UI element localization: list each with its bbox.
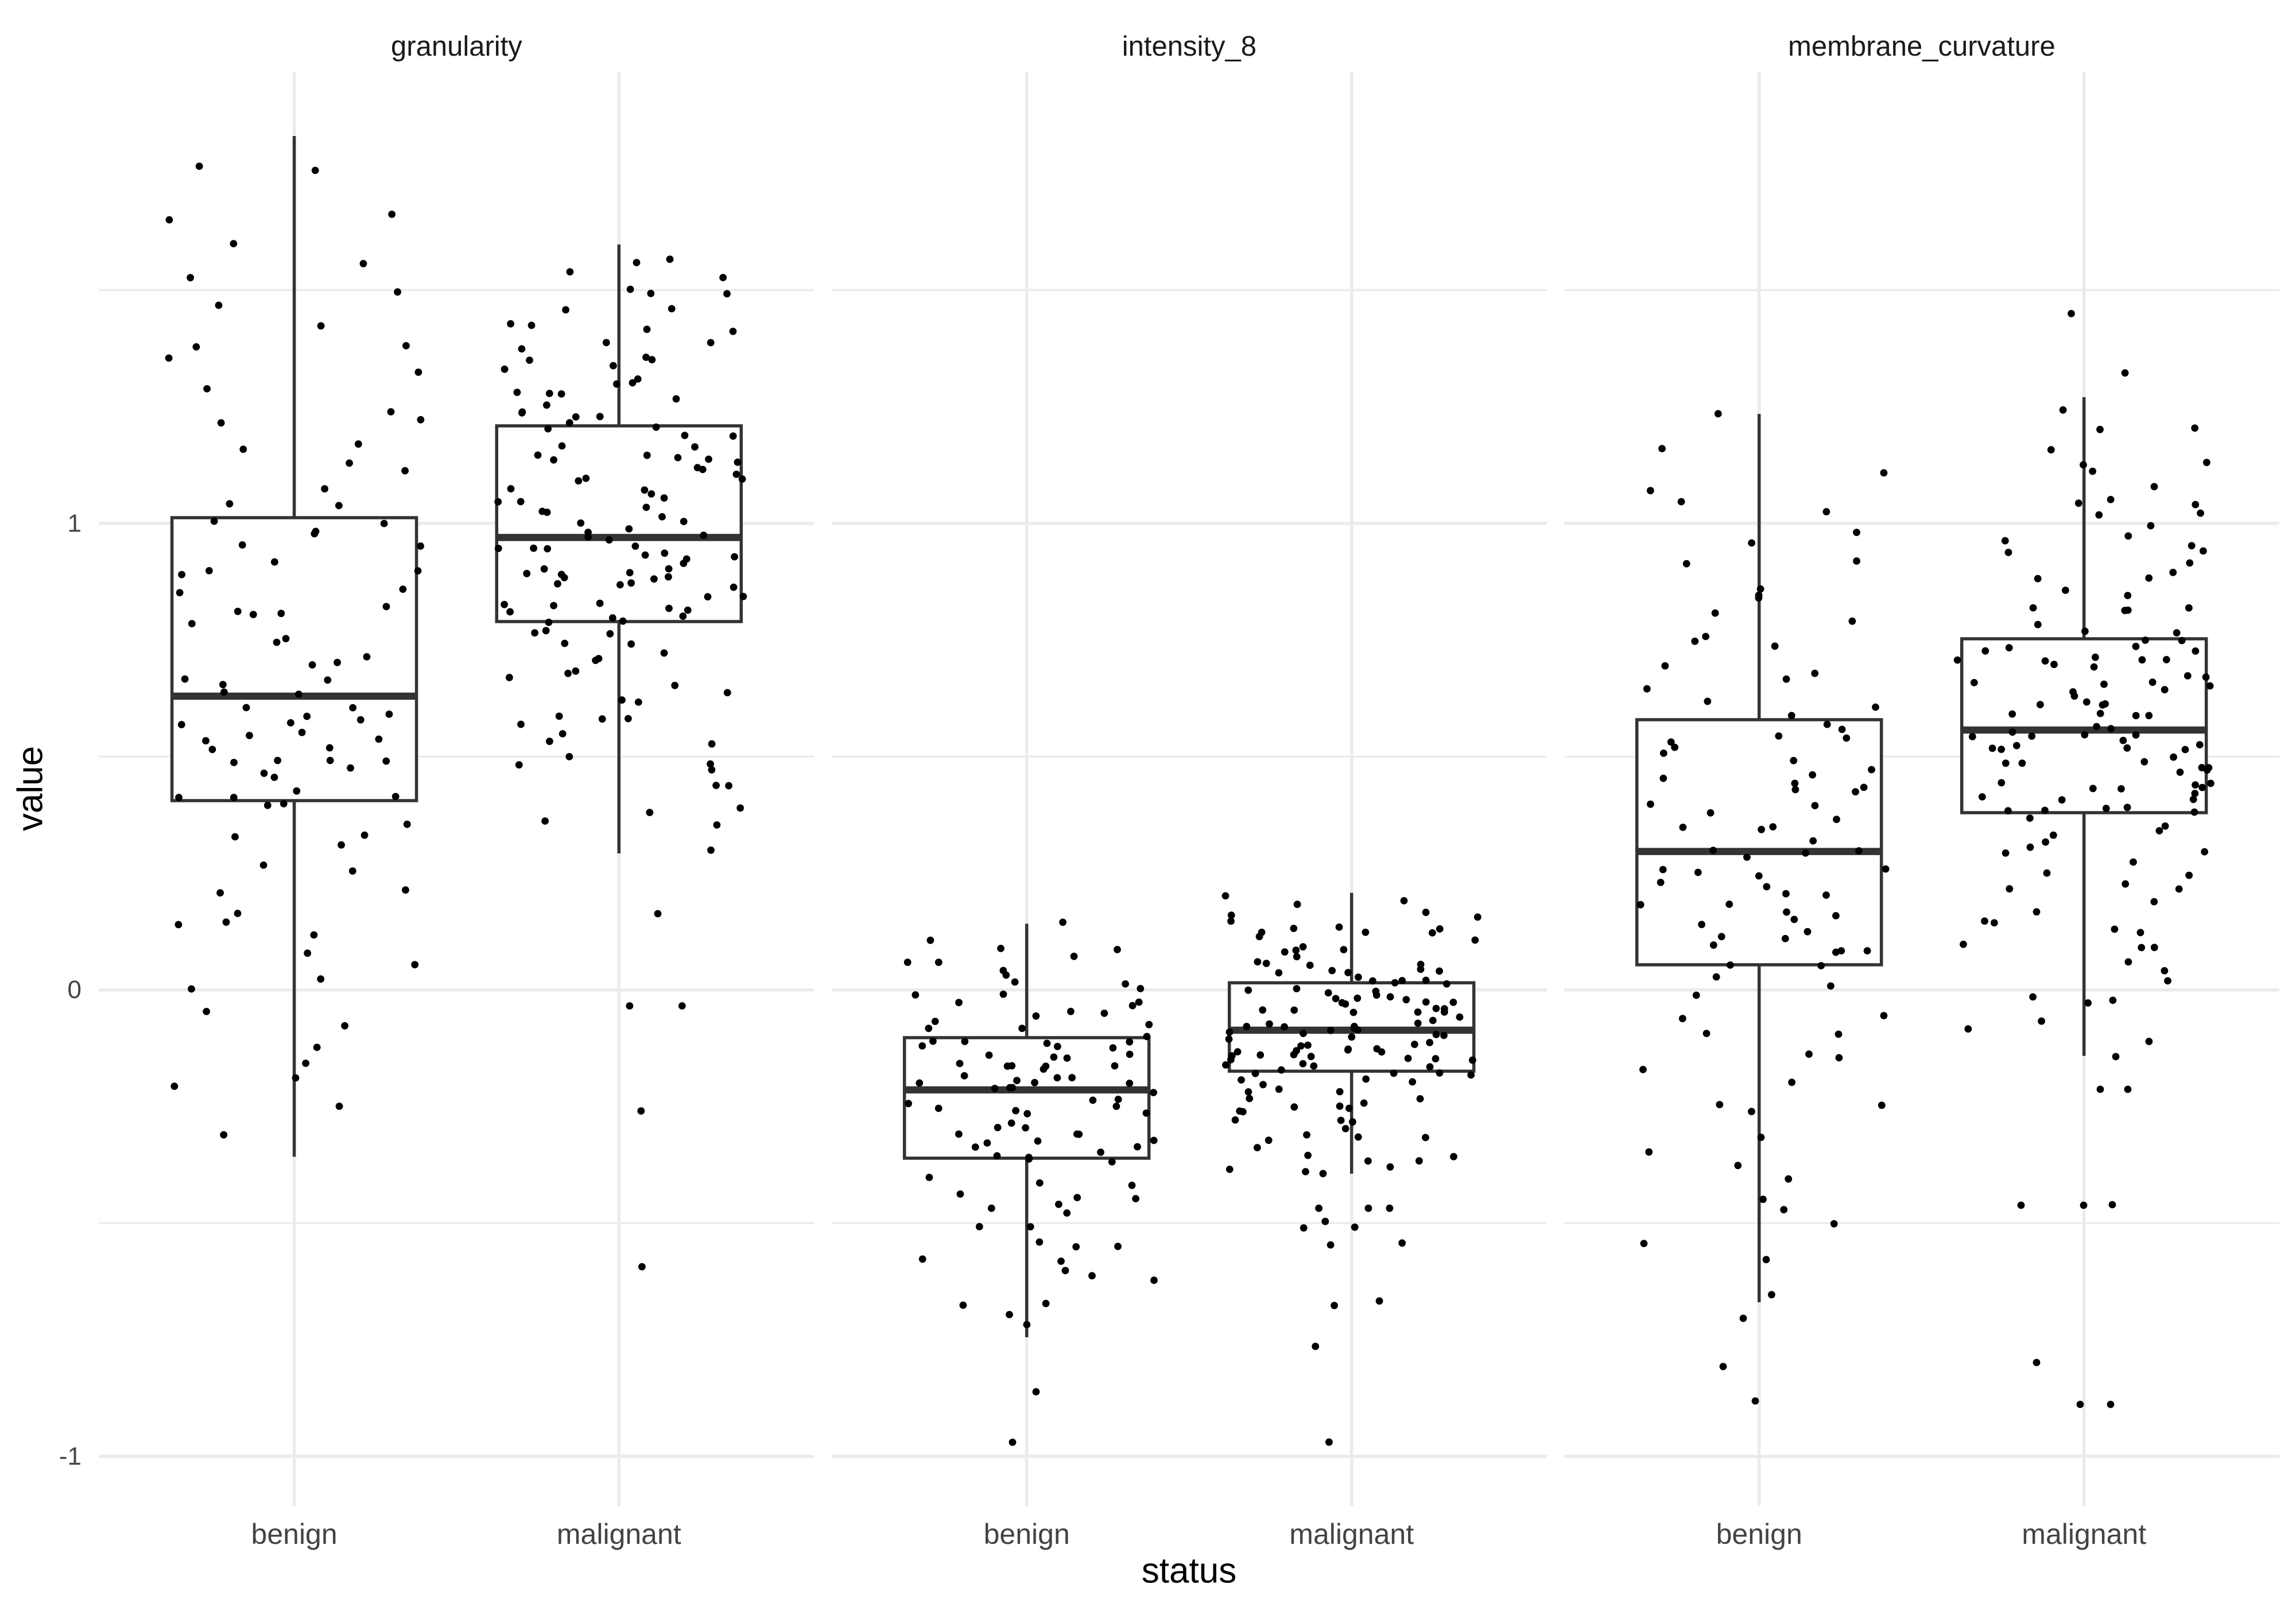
svg-text:status: status xyxy=(1142,1551,1236,1591)
svg-text:malignant: malignant xyxy=(2022,1518,2146,1550)
svg-text:granularity: granularity xyxy=(391,31,522,62)
svg-text:1: 1 xyxy=(68,509,82,537)
svg-text:benign: benign xyxy=(251,1518,338,1550)
svg-text:benign: benign xyxy=(1716,1518,1802,1550)
svg-text:benign: benign xyxy=(984,1518,1070,1550)
svg-text:value: value xyxy=(11,746,51,831)
svg-text:intensity_8: intensity_8 xyxy=(1122,31,1256,62)
svg-text:-1: -1 xyxy=(59,1442,82,1470)
svg-text:membrane_curvature: membrane_curvature xyxy=(1788,31,2055,62)
svg-text:malignant: malignant xyxy=(557,1518,681,1550)
svg-text:malignant: malignant xyxy=(1289,1518,1414,1550)
svg-text:0: 0 xyxy=(68,976,82,1004)
